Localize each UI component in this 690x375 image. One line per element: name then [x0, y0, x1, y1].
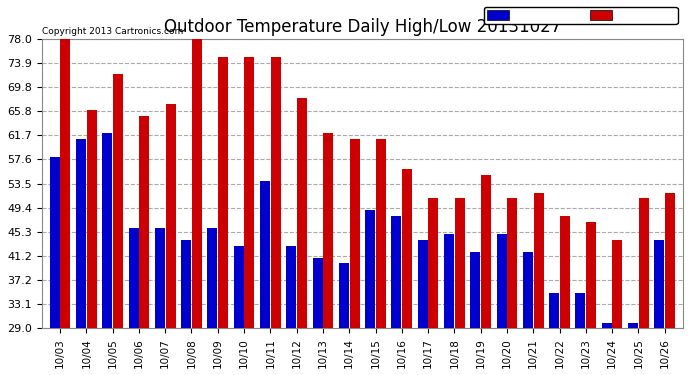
Bar — [575, 293, 585, 328]
Bar — [270, 57, 281, 328]
Bar — [260, 181, 270, 328]
Bar — [365, 210, 375, 328]
Bar — [208, 228, 217, 328]
Bar — [181, 240, 191, 328]
Bar — [192, 39, 202, 328]
Bar — [87, 110, 97, 328]
Title: Outdoor Temperature Daily High/Low 20131027: Outdoor Temperature Daily High/Low 20131… — [164, 18, 561, 36]
Bar — [523, 252, 533, 328]
Legend: Low  (°F), High  (°F): Low (°F), High (°F) — [484, 7, 678, 24]
Bar — [244, 57, 255, 328]
Bar — [102, 134, 112, 328]
Bar — [471, 252, 480, 328]
Bar — [61, 39, 70, 328]
Bar — [444, 234, 454, 328]
Bar — [350, 140, 359, 328]
Bar — [286, 246, 296, 328]
Bar — [428, 198, 438, 328]
Bar — [560, 216, 570, 328]
Bar — [533, 192, 544, 328]
Bar — [586, 222, 596, 328]
Bar — [639, 198, 649, 328]
Bar — [166, 104, 175, 328]
Bar — [613, 240, 622, 328]
Bar — [376, 140, 386, 328]
Bar — [654, 240, 664, 328]
Bar — [339, 264, 349, 328]
Bar — [297, 98, 307, 328]
Bar — [139, 116, 149, 328]
Bar — [391, 216, 402, 328]
Bar — [549, 293, 559, 328]
Bar — [507, 198, 518, 328]
Bar — [455, 198, 465, 328]
Bar — [128, 228, 139, 328]
Bar — [324, 134, 333, 328]
Bar — [417, 240, 428, 328]
Bar — [665, 192, 675, 328]
Bar — [113, 74, 123, 328]
Bar — [481, 175, 491, 328]
Text: Copyright 2013 Cartronics.com: Copyright 2013 Cartronics.com — [41, 27, 183, 36]
Bar — [497, 234, 506, 328]
Bar — [602, 322, 612, 328]
Bar — [76, 140, 86, 328]
Bar — [402, 169, 412, 328]
Bar — [234, 246, 244, 328]
Bar — [155, 228, 165, 328]
Bar — [50, 157, 59, 328]
Bar — [218, 57, 228, 328]
Bar — [313, 258, 322, 328]
Bar — [628, 322, 638, 328]
